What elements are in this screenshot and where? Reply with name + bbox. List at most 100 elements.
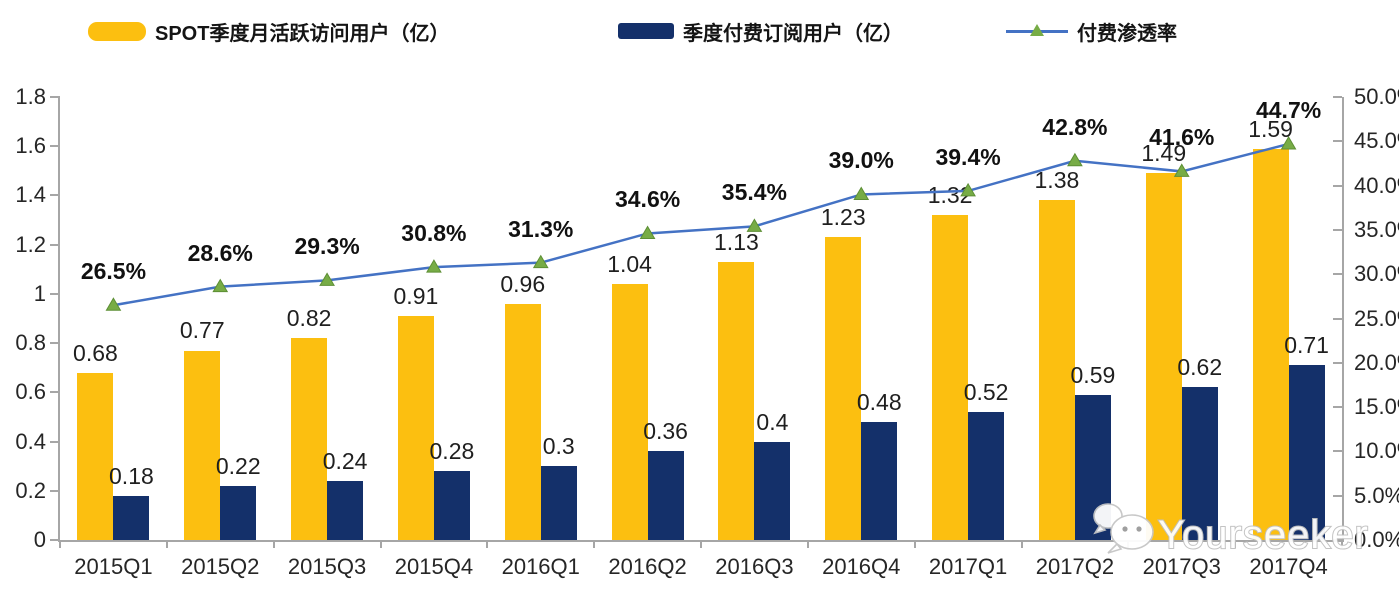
- right-axis-tick-label: 5.0%: [1354, 482, 1399, 508]
- subscribers-value-label: 0.3: [542, 433, 575, 460]
- mau-value-label: 0.68: [73, 339, 118, 366]
- penetration-value-label: 39.0%: [828, 147, 894, 174]
- left-axis-tick-label: 1.6: [15, 133, 46, 159]
- x-axis-tick: [59, 540, 61, 548]
- subscribers-bar: [1181, 387, 1218, 540]
- right-axis-tick-label: 15.0%: [1354, 394, 1399, 420]
- subscribers-bar: [754, 441, 791, 540]
- subscribers-value-label: 0.36: [643, 418, 688, 445]
- left-axis-tick: [50, 243, 60, 246]
- right-axis-tick-label: 35.0%: [1354, 216, 1399, 242]
- left-axis-tick-label: 0.8: [15, 330, 46, 356]
- subscribers-bar: [540, 466, 577, 540]
- left-axis-tick: [50, 96, 60, 98]
- right-axis-tick-label: 45.0%: [1354, 128, 1399, 154]
- mau-value-label: 1.23: [820, 204, 866, 231]
- penetration-value-label: 29.3%: [294, 233, 360, 260]
- category-label: 2017Q3: [1142, 554, 1221, 579]
- subscribers-value-label: 0.18: [109, 462, 154, 489]
- triangle-marker-icon: [1030, 23, 1044, 36]
- mau-bar: [611, 284, 648, 540]
- x-axis-tick: [806, 540, 809, 548]
- mau-bar: [718, 261, 755, 540]
- x-axis-tick: [272, 540, 275, 548]
- right-axis-tick-label: 0.0%: [1354, 527, 1399, 552]
- right-axis-tick: [1333, 96, 1342, 98]
- x-axis-tick: [486, 540, 489, 548]
- subscribers-bar: [861, 421, 898, 540]
- subscribers-value-label: 0.28: [429, 438, 475, 465]
- subscribers-bar: [113, 495, 150, 540]
- mau-bar: [77, 372, 114, 540]
- subscribers-value-label: 0.71: [1284, 332, 1329, 359]
- category-label: 2016Q4: [822, 554, 901, 579]
- right-axis-tick-label: 30.0%: [1354, 261, 1399, 287]
- triangle-marker-icon: [212, 278, 229, 293]
- left-axis-tick-label: 0.4: [15, 428, 46, 454]
- plot-area: 0 0.2 0.4 0.6 0.8 1 1.2 1.4 1.6 1.8 0.0% 5.0% 10.0% 1…: [15, 84, 1399, 579]
- penetration-value-label: 28.6%: [187, 239, 253, 266]
- penetration-value-label: 39.4%: [935, 143, 1001, 170]
- triangle-marker-icon: [319, 272, 335, 286]
- left-axis-tick-label: 1: [33, 280, 46, 306]
- right-axis-tick: [1333, 494, 1342, 497]
- left-axis-tick-label: 0.6: [15, 379, 46, 405]
- right-axis-tick: [1333, 140, 1342, 143]
- category-label: 2015Q2: [181, 554, 260, 579]
- penetration-value-label: 41.6%: [1149, 124, 1215, 151]
- legend-item-mau: SPOT季度月活跃访问用户（亿）: [88, 18, 450, 45]
- subscribers-value-label: 0.24: [322, 447, 368, 474]
- mau-bar: [397, 316, 434, 540]
- mau-bar: [291, 338, 328, 540]
- right-axis-tick-label: 10.0%: [1354, 438, 1399, 464]
- left-axis-tick-label: 0: [33, 527, 46, 552]
- penetration-value-label: 35.4%: [721, 179, 788, 206]
- left-axis-tick: [50, 194, 60, 197]
- left-axis-tick-label: 1.4: [15, 182, 46, 208]
- category-label: 2016Q1: [501, 554, 580, 579]
- triangle-marker-icon: [426, 259, 442, 273]
- category-label: 2016Q2: [608, 554, 687, 579]
- triangle-marker-icon: [853, 186, 870, 200]
- legend-item-penetration: 付费渗透率: [1006, 18, 1177, 45]
- penetration-value-label: 26.5%: [80, 258, 147, 285]
- watermark: Yourseeker: [1086, 496, 1396, 575]
- mau-bar: [184, 350, 221, 540]
- category-label: 2015Q3: [287, 554, 367, 579]
- triangle-marker-icon: [532, 254, 549, 269]
- penetration-value-label: 34.6%: [614, 186, 681, 213]
- x-axis-tick: [379, 540, 382, 548]
- mau-bar: [504, 303, 541, 540]
- triangle-marker-icon: [1067, 152, 1083, 167]
- mau-value-label: 1.32: [927, 182, 973, 209]
- left-axis-tick: [50, 391, 60, 394]
- wechat-icon: [1093, 503, 1154, 554]
- right-axis-tick: [1333, 228, 1342, 231]
- subscribers-bar: [968, 412, 1005, 540]
- right-axis-tick: [1333, 317, 1342, 320]
- subscribers-bar: [327, 480, 364, 540]
- category-label: 2015Q4: [394, 554, 474, 579]
- right-axis-tick-label: 50.0%: [1354, 84, 1399, 109]
- legend-label-mau: SPOT季度月活跃访问用户（亿）: [155, 22, 450, 45]
- subscribers-bar: [433, 471, 470, 540]
- right-axis-tick: [1333, 184, 1342, 187]
- subscribers-value-label: 0.62: [1177, 354, 1223, 381]
- right-axis-tick-label: 25.0%: [1354, 305, 1399, 331]
- left-axis-tick: [50, 539, 60, 541]
- penetration-value-label: 31.3%: [508, 215, 574, 242]
- right-axis-tick-label: 40.0%: [1354, 172, 1399, 198]
- left-axis-tick: [50, 292, 60, 295]
- penetration-value-label: 44.7%: [1255, 96, 1322, 123]
- left-axis-tick: [50, 145, 60, 148]
- left-axis-tick-label: 0.2: [15, 477, 46, 503]
- mau-value-label: 1.13: [714, 228, 759, 255]
- x-axis-tick: [165, 540, 168, 548]
- left-axis-tick: [50, 489, 60, 492]
- mau-value-label: 1.38: [1034, 167, 1080, 194]
- category-label: 2017Q2: [1035, 554, 1115, 579]
- subscribers-swatch: [618, 23, 674, 39]
- triangle-marker-icon: [105, 297, 122, 311]
- subscribers-value-label: 0.59: [1070, 361, 1116, 388]
